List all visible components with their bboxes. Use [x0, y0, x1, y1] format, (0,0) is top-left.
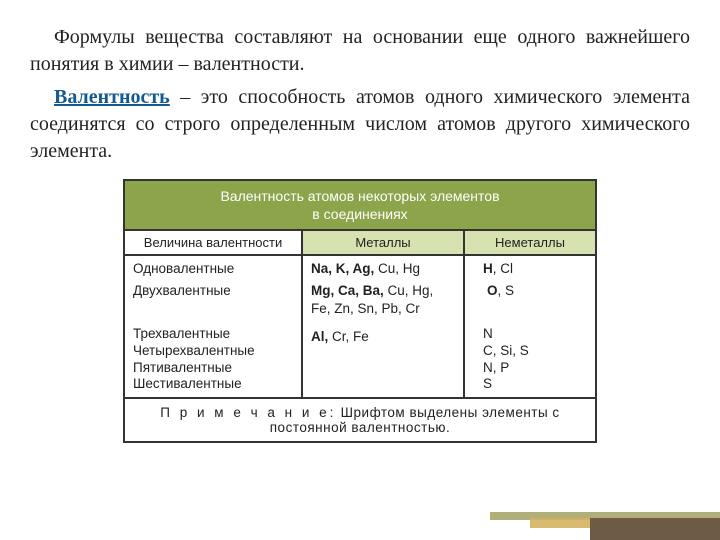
table-body-row: Одновалентные Двухвалентные Трехвалентны… [124, 255, 596, 398]
valency-row-3: Трехвалентные [133, 326, 293, 343]
table-header-row: Величина валентности Металлы Неметаллы [124, 230, 596, 255]
term-valentnost: Валентность [54, 86, 170, 108]
table-note: П р и м е ч а н и е: Шрифтом выделены эл… [124, 398, 596, 442]
valency-row-2: Двухвалентные [133, 282, 293, 300]
table-title-line1: Валентность атомов некоторых элементов [220, 188, 499, 204]
header-valency: Величина валентности [124, 230, 302, 255]
valency-row-gap [133, 303, 293, 323]
nonmetals-row-3: N [483, 326, 587, 343]
metals-row-gap [311, 321, 455, 325]
metals-row-3: Al, Cr, Fe [311, 328, 455, 346]
nonmetals-cell: H, Cl O, S N C, Si, S N, P S [464, 255, 596, 398]
metals-row-2: Mg, Ca, Ba, Cu, Hg, Fe, Zn, Sn, Pb, Cr [311, 282, 455, 318]
valency-table: Валентность атомов некоторых элементов в… [123, 179, 597, 443]
nonmetals-row-2: O, S [483, 282, 587, 300]
valency-row-1: Одновалентные [133, 260, 293, 278]
header-metals: Металлы [302, 230, 464, 255]
metals-cell: Na, K, Ag, Cu, Hg Mg, Ca, Ba, Cu, Hg, Fe… [302, 255, 464, 398]
valency-row-4: Четырехвалентные [133, 343, 293, 360]
deco-stripe-olive [490, 512, 720, 520]
table-title: Валентность атомов некоторых элементов в… [124, 180, 596, 230]
nonmetals-row-4: C, Si, S [483, 343, 587, 360]
valency-row-6: Шестивалентные [133, 376, 293, 393]
deco-stripe-brown [590, 518, 720, 540]
corner-decoration [490, 502, 720, 540]
metals-row-1: Na, K, Ag, Cu, Hg [311, 260, 455, 278]
nonmetals-row-6: S [483, 376, 587, 393]
deco-stripe-gold [530, 518, 720, 528]
intro-paragraph: Формулы вещества составляют на основании… [30, 24, 690, 78]
nonmetals-row-5: N, P [483, 360, 587, 377]
valency-names-cell: Одновалентные Двухвалентные Трехвалентны… [124, 255, 302, 398]
nonmetals-row-gap [483, 303, 587, 323]
slide: Формулы вещества составляют на основании… [0, 0, 720, 540]
nonmetals-row-1: H, Cl [483, 260, 587, 278]
header-nonmetals: Неметаллы [464, 230, 596, 255]
valency-row-5: Пятивалентные [133, 360, 293, 377]
note-label: П р и м е ч а н и е: [160, 405, 336, 420]
definition-paragraph: Валентность – это способность атомов одн… [30, 84, 690, 165]
table-title-line2: в соединениях [312, 206, 407, 222]
